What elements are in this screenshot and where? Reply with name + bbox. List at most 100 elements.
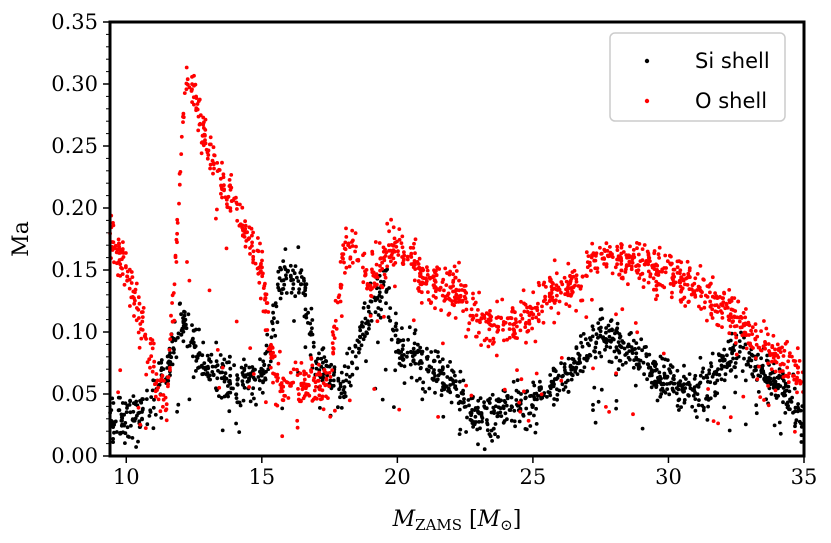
data-point: [250, 365, 255, 369]
data-point: [397, 227, 402, 232]
data-point: [181, 120, 185, 124]
data-point: [594, 340, 599, 345]
data-point: [168, 337, 173, 342]
data-point: [396, 253, 401, 257]
data-point: [655, 271, 660, 276]
data-point: [192, 344, 197, 348]
data-point: [464, 291, 469, 295]
data-point: [730, 296, 734, 300]
data-point: [708, 299, 713, 304]
data-point: [634, 264, 638, 268]
data-point: [749, 328, 753, 333]
x-tick-label: 30: [655, 465, 682, 489]
data-point: [487, 313, 492, 317]
data-point: [720, 316, 725, 320]
data-point: [350, 240, 354, 244]
data-point: [528, 424, 533, 428]
data-point: [742, 356, 746, 361]
data-point: [569, 294, 573, 298]
data-point: [264, 292, 269, 297]
data-point: [637, 263, 641, 268]
data-point: [583, 337, 588, 342]
data-point: [665, 259, 670, 264]
data-point: [757, 345, 762, 350]
data-point: [237, 430, 242, 434]
data-point: [757, 364, 761, 369]
data-point: [484, 336, 489, 341]
data-point: [213, 364, 218, 369]
data-point: [617, 332, 622, 336]
data-point: [551, 281, 555, 286]
data-point: [195, 356, 200, 360]
data-point: [751, 374, 756, 379]
data-point: [548, 277, 553, 282]
data-point: [278, 349, 282, 354]
data-point: [769, 367, 774, 372]
data-point: [169, 332, 174, 337]
data-point: [381, 245, 386, 250]
data-point: [191, 354, 195, 359]
data-point: [114, 250, 119, 255]
data-point: [339, 314, 344, 318]
data-point: [355, 366, 360, 371]
data-point: [125, 406, 129, 410]
data-point: [496, 435, 500, 439]
data-point: [284, 273, 288, 278]
data-point: [156, 397, 161, 402]
data-point: [719, 367, 724, 371]
data-point: [426, 368, 431, 373]
legend-label-o-shell: O shell: [695, 89, 767, 113]
data-point: [179, 332, 184, 337]
data-point: [698, 288, 703, 293]
data-point: [388, 318, 393, 323]
data-point: [304, 384, 309, 389]
data-point: [440, 280, 445, 284]
data-point: [361, 265, 365, 270]
data-point: [535, 305, 539, 310]
data-point: [208, 359, 213, 364]
data-point: [770, 359, 774, 364]
data-point: [239, 365, 244, 370]
data-point: [303, 285, 308, 290]
data-point: [766, 403, 771, 408]
data-point: [471, 291, 475, 296]
data-point: [776, 376, 781, 380]
data-point: [533, 339, 538, 344]
data-point: [549, 290, 554, 295]
data-point: [350, 228, 355, 233]
data-point: [797, 419, 802, 424]
data-point: [566, 291, 570, 296]
data-point: [772, 423, 777, 428]
data-point: [257, 387, 262, 391]
data-point: [140, 410, 144, 414]
data-point: [715, 322, 720, 327]
data-point: [214, 216, 218, 221]
data-point: [544, 285, 548, 289]
data-point: [593, 345, 598, 350]
data-point: [682, 295, 687, 300]
data-point: [258, 296, 263, 301]
data-point: [610, 328, 614, 333]
data-point: [158, 393, 163, 397]
data-point: [614, 371, 618, 376]
x-tick-label: 20: [384, 465, 411, 489]
data-point: [396, 249, 400, 254]
data-point: [369, 299, 374, 304]
data-point: [635, 330, 640, 335]
data-point: [457, 260, 461, 265]
data-point: [229, 199, 234, 203]
data-point: [613, 331, 617, 336]
data-point: [374, 272, 379, 277]
data-point: [469, 307, 474, 312]
data-point: [493, 404, 498, 409]
data-point: [593, 355, 598, 360]
data-point: [299, 275, 304, 279]
data-point: [552, 397, 557, 401]
data-point: [794, 381, 799, 386]
data-point: [708, 304, 713, 309]
data-point: [274, 304, 279, 309]
data-point: [599, 354, 604, 359]
data-point: [117, 408, 122, 412]
data-point: [132, 314, 136, 318]
data-point: [541, 320, 546, 325]
